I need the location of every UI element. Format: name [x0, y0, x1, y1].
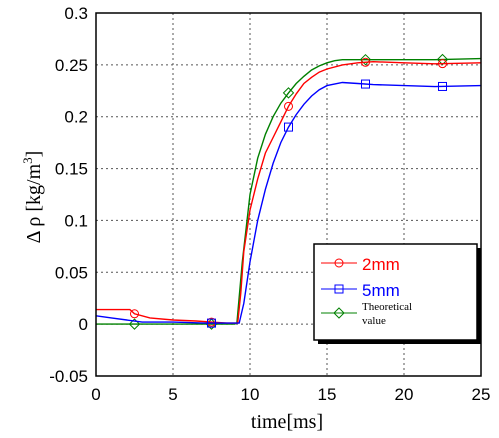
x-tick-label: 10 [241, 385, 260, 404]
y-tick-label: 0.2 [64, 108, 88, 127]
series-marker-5mm [438, 81, 447, 91]
y-axis-label-superscript: 3 [20, 157, 35, 164]
series-marker-2mm [438, 59, 447, 69]
y-tick-label: 0.25 [55, 56, 88, 75]
plot-series [96, 53, 481, 330]
legend-label-theoretical-line2: value [362, 315, 386, 327]
series-marker-5mm [361, 79, 370, 89]
legend-label-2mm: 2mm [362, 255, 400, 274]
series-marker-2mm [130, 309, 139, 319]
series-line-theoretical-value [96, 57, 481, 325]
series-marker-theoretical-value [436, 53, 449, 66]
plot-frame [95, 12, 482, 377]
x-tick-label: 0 [91, 385, 100, 404]
y-tick-label: -0.05 [49, 367, 88, 386]
y-tick-label: 0 [79, 315, 88, 334]
legend-label-5mm: 5mm [362, 281, 400, 300]
y-tick-labels: -0.05 0 0.05 0.1 0.15 0.2 0.25 0.3 [49, 4, 88, 386]
legend-marker-5mm [334, 284, 344, 294]
series-marker-theoretical-value [128, 318, 141, 330]
x-tick-label: 15 [318, 385, 337, 404]
y-axis-label: Δ ρ [kg/m3] [20, 151, 45, 244]
x-tick-labels: 0 5 10 15 20 25 [91, 385, 490, 404]
x-axis-label: time[ms] [251, 411, 323, 433]
legend: 2mm 5mm Theoretical value [313, 243, 481, 344]
series-marker-2mm [284, 101, 293, 111]
y-tick-label: 0.05 [55, 263, 88, 282]
series-marker-5mm [207, 318, 216, 328]
legend-label-theoretical-line1: Theoretical [362, 301, 412, 313]
legend-marker-theoretical [333, 307, 345, 319]
y-axis-label-end: ] [23, 151, 45, 158]
y-tick-label: 0.1 [64, 211, 88, 230]
y-tick-label: 0.15 [55, 160, 88, 179]
series-line-5mm [96, 81, 481, 324]
svg-text:Δ ρ [kg/m3]: Δ ρ [kg/m3] [20, 151, 45, 244]
x-tick-label: 25 [472, 385, 491, 404]
series-line-2mm [96, 60, 481, 324]
y-axis-label-main: Δ ρ [kg/m [23, 163, 45, 243]
y-tick-label: 0.3 [64, 4, 88, 23]
series-marker-theoretical-value [359, 53, 372, 66]
x-tick-label: 20 [395, 385, 414, 404]
series-marker-5mm [284, 122, 293, 132]
legend-marker-2mm [334, 258, 344, 268]
x-tick-label: 5 [168, 385, 177, 404]
series-marker-theoretical-value [282, 87, 295, 99]
series-marker-2mm [361, 57, 370, 67]
